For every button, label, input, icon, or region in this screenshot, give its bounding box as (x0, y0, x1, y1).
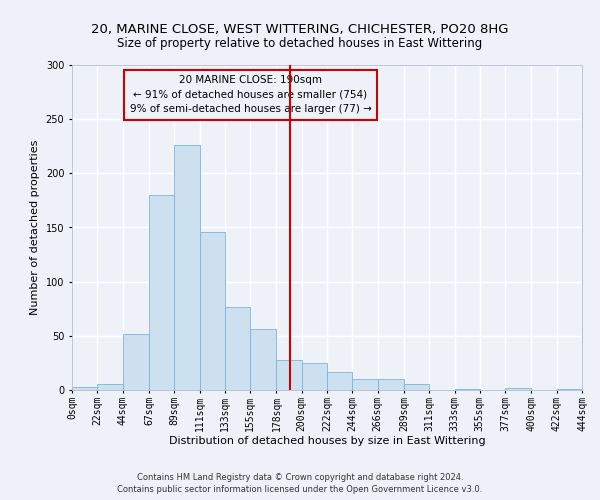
Bar (404, 384, 429, 390)
Bar (199, 232, 225, 390)
Bar (377, 379, 404, 390)
Bar (174, 145, 199, 390)
Bar (225, 306, 250, 390)
Bar (302, 363, 327, 390)
Text: Size of property relative to detached houses in East Wittering: Size of property relative to detached ho… (118, 38, 482, 51)
Text: Contains HM Land Registry data © Crown copyright and database right 2024.
Contai: Contains HM Land Registry data © Crown c… (118, 472, 482, 494)
Text: 20, MARINE CLOSE, WEST WITTERING, CHICHESTER, PO20 8HG: 20, MARINE CLOSE, WEST WITTERING, CHICHE… (91, 22, 509, 36)
Bar (505, 388, 532, 390)
X-axis label: Distribution of detached houses by size in East Wittering: Distribution of detached houses by size … (169, 436, 485, 446)
Bar (122, 334, 149, 390)
Y-axis label: Number of detached properties: Number of detached properties (30, 140, 40, 315)
Bar (97, 384, 122, 390)
Bar (277, 360, 302, 390)
Bar (327, 372, 352, 390)
Bar (352, 379, 377, 390)
Bar (250, 330, 277, 390)
Bar (149, 195, 174, 390)
Bar (72, 387, 97, 390)
Bar (455, 389, 480, 390)
Text: 20 MARINE CLOSE: 190sqm
← 91% of detached houses are smaller (754)
9% of semi-de: 20 MARINE CLOSE: 190sqm ← 91% of detache… (130, 74, 371, 114)
Bar (557, 389, 582, 390)
